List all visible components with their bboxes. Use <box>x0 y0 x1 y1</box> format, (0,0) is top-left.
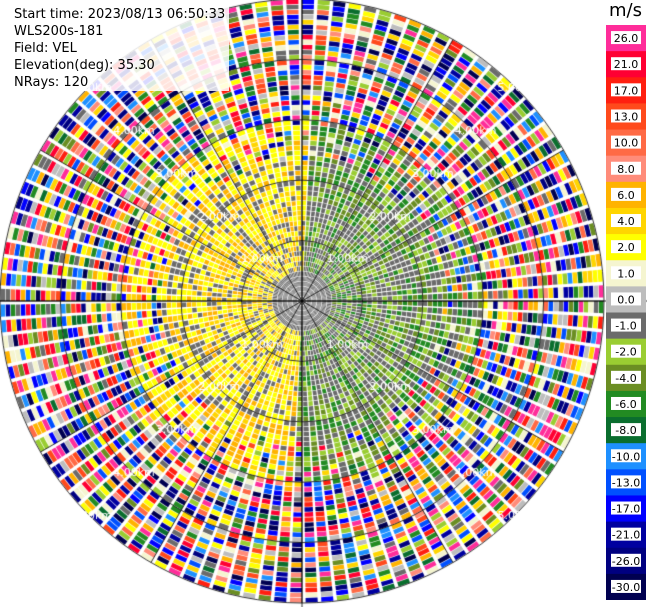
colorbar-label-bg <box>611 240 641 254</box>
colorbar-label-bg <box>611 83 641 97</box>
colorbar: 26.0 21.0 17.0 13.0 10.0 8.0 6.0 4.0 2.0 1.0 0.0 -1… <box>606 25 646 600</box>
colorbar-tick-label: 8.0 <box>617 163 635 176</box>
colorbar-tick-label: -4.0 <box>615 372 636 385</box>
field-text: Field: VEL <box>14 41 77 56</box>
colorbar-label-bg <box>611 370 641 384</box>
colorbar-unit: m/s <box>609 0 642 21</box>
colorbar-tick-label: -17.0 <box>612 503 640 516</box>
colorbar-label-bg <box>611 292 641 306</box>
colorbar-tick-label: -1.0 <box>615 320 636 333</box>
colorbar-tick-label: 10.0 <box>614 137 639 150</box>
instrument-text: WLS200s-181 <box>14 24 104 39</box>
colorbar-tick-label: -2.0 <box>615 346 636 359</box>
colorbar-label-bg <box>611 449 641 463</box>
colorbar-label-bg <box>611 57 641 71</box>
colorbar-tick-label: -26.0 <box>612 555 640 568</box>
colorbar-label-bg <box>611 214 641 228</box>
colorbar-label-bg <box>611 527 641 541</box>
colorbar-tick-label: 1.0 <box>617 267 635 280</box>
colorbar-tick-label: 4.0 <box>617 215 635 228</box>
colorbar-tick-label: -21.0 <box>612 529 640 542</box>
colorbar-label-bg <box>611 318 641 332</box>
colorbar-label-bg <box>611 109 641 123</box>
colorbar-label-bg <box>611 344 641 358</box>
start-time-text: Start time: 2023/08/13 06:50:33 <box>14 7 226 22</box>
colorbar-tick-label: -13.0 <box>612 476 640 489</box>
colorbar-tick-label: 0.0 <box>617 293 635 306</box>
colorbar-tick-label: -30.0 <box>612 581 640 594</box>
colorbar-tick-label: -10.0 <box>612 450 640 463</box>
colorbar-tick-label: 6.0 <box>617 189 635 202</box>
nrays-text: NRays: 120 <box>14 75 89 90</box>
colorbar-label-bg <box>611 579 641 593</box>
colorbar-tick-label: -8.0 <box>615 424 636 437</box>
colorbar-label-bg <box>611 553 641 567</box>
colorbar-tick-label: 26.0 <box>614 32 639 45</box>
colorbar-label-bg <box>611 423 641 437</box>
colorbar-tick-label: 2.0 <box>617 241 635 254</box>
colorbar-label-bg <box>611 396 641 410</box>
colorbar-tick-label: -6.0 <box>615 398 636 411</box>
colorbar-label-bg <box>611 161 641 175</box>
colorbar-label-bg <box>611 31 641 45</box>
colorbar-label-bg <box>611 135 641 149</box>
colorbar-tick-label: 17.0 <box>614 84 639 97</box>
colorbar-label-bg <box>611 187 641 201</box>
elevation-text: Elevation(deg): 35.30 <box>14 58 155 73</box>
colorbar-label-bg <box>611 475 641 489</box>
colorbar-tick-label: 21.0 <box>614 58 639 71</box>
colorbar-tick-label: 13.0 <box>614 110 639 123</box>
colorbar-label-bg <box>611 501 641 515</box>
info-panel: Start time: 2023/08/13 06:50:33 WLS200s-… <box>10 6 230 91</box>
colorbar-label-bg <box>611 266 641 280</box>
